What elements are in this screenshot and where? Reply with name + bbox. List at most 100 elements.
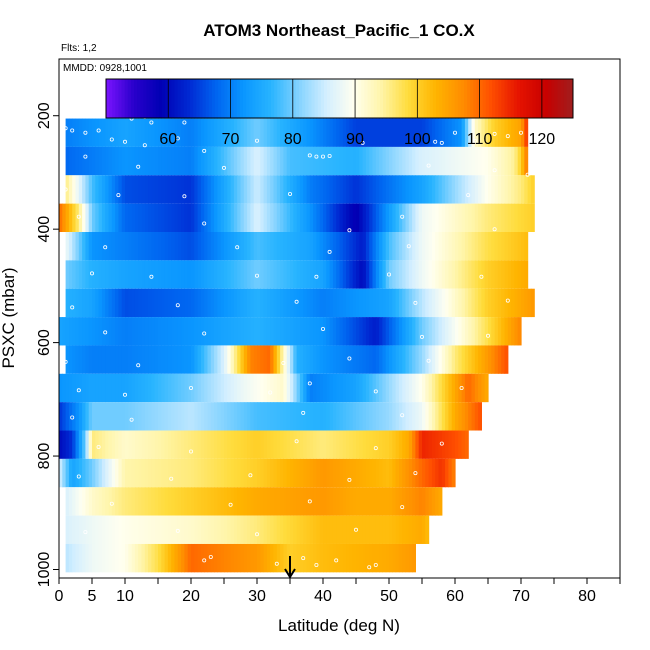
heatmap-cell	[88, 232, 93, 261]
colorbar-cell	[370, 79, 375, 118]
heatmap-cell	[82, 543, 86, 573]
heatmap-cell	[240, 543, 245, 573]
heatmap-cell	[194, 146, 199, 176]
heatmap-cell	[154, 317, 159, 346]
observation-point	[433, 139, 438, 144]
heatmap-cell	[286, 458, 291, 488]
heatmap-cell	[339, 430, 344, 459]
heatmap-cell	[101, 260, 106, 289]
heatmap-cell	[451, 260, 456, 289]
heatmap-cell	[266, 203, 271, 232]
heatmap-cell	[332, 146, 337, 176]
heatmap-cell	[435, 430, 440, 459]
heatmap-cell	[276, 146, 281, 176]
heatmap-cell	[207, 232, 212, 261]
heatmap-cell	[375, 232, 380, 261]
heatmap-cell	[398, 515, 403, 544]
heatmap-cell	[125, 402, 129, 431]
heatmap-cell	[326, 373, 331, 403]
colorbar-cell	[295, 79, 300, 118]
heatmap-cell	[72, 515, 77, 544]
heatmap-cell	[257, 430, 261, 459]
heatmap-cell	[214, 317, 218, 346]
heatmap-cell	[128, 430, 133, 459]
colorbar-cell	[507, 79, 512, 118]
heatmap-cell	[438, 373, 443, 403]
heatmap-cell	[296, 373, 301, 403]
heatmap-cell	[72, 232, 77, 261]
heatmap-cell	[296, 515, 301, 544]
heatmap-cell	[270, 515, 275, 544]
heatmap-cell	[161, 232, 166, 261]
heatmap-cell	[68, 175, 73, 204]
heatmap-cell	[445, 402, 449, 431]
heatmap-cell	[507, 288, 512, 318]
heatmap-cell	[425, 232, 430, 261]
heatmap-cell	[398, 175, 403, 204]
heatmap-cell	[161, 487, 166, 516]
heatmap-cell	[507, 146, 512, 176]
heatmap-cell	[65, 232, 70, 261]
heatmap-cell	[283, 203, 288, 232]
heatmap-cell	[425, 288, 430, 318]
observation-point	[90, 271, 95, 276]
heatmap-cell	[167, 317, 172, 346]
heatmap-cell	[461, 203, 466, 232]
heatmap-cell	[118, 543, 123, 573]
heatmap-cell	[385, 345, 390, 374]
heatmap-cell	[210, 175, 215, 204]
heatmap-cell	[471, 373, 476, 403]
heatmap-cell	[395, 118, 400, 147]
colorbar-cell	[557, 79, 562, 118]
heatmap-cell	[319, 317, 324, 346]
heatmap-cell	[511, 260, 515, 289]
heatmap-cell	[273, 317, 278, 346]
heatmap-cell	[359, 430, 364, 459]
heatmap-cell	[141, 402, 146, 431]
observation-point	[327, 249, 332, 254]
heatmap-cell	[82, 232, 86, 261]
heatmap-cell	[458, 175, 463, 204]
heatmap-cell	[260, 146, 265, 176]
heatmap-cell	[181, 232, 185, 261]
heatmap-cell	[260, 232, 265, 261]
heatmap-cell	[299, 345, 304, 374]
colorbar-cell	[320, 79, 325, 118]
heatmap-cell	[359, 232, 364, 261]
heatmap-cell	[161, 146, 166, 176]
heatmap-cell	[313, 260, 317, 289]
heatmap-cell	[451, 317, 456, 346]
heatmap-cell	[511, 317, 515, 346]
heatmap-cell	[369, 118, 374, 147]
heatmap-cell	[72, 288, 77, 318]
heatmap-cell	[95, 345, 100, 374]
colorbar-cell	[513, 79, 518, 118]
heatmap-cell	[286, 260, 291, 289]
heatmap-cell	[517, 203, 522, 232]
heatmap-cell	[484, 175, 489, 204]
heatmap-cell	[125, 288, 129, 318]
heatmap-cell	[431, 373, 436, 403]
heatmap-cell	[299, 232, 304, 261]
heatmap-cell	[349, 118, 354, 147]
colorbar-cell	[214, 79, 219, 118]
heatmap-cell	[95, 317, 100, 346]
heatmap-cell	[158, 487, 162, 516]
heatmap-cell	[230, 515, 235, 544]
heatmap-cell	[484, 146, 489, 176]
heatmap-cell	[464, 146, 469, 176]
x-tick-label: 70	[512, 588, 530, 605]
heatmap-cell	[227, 430, 232, 459]
heatmap-cell	[204, 317, 209, 346]
heatmap-cell	[369, 317, 374, 346]
heatmap-cell	[349, 260, 354, 289]
colorbar-cell	[495, 79, 499, 118]
heatmap-cell	[224, 402, 228, 431]
y-axis-label: PSXC (mbar)	[0, 267, 18, 368]
heatmap-cell	[365, 288, 370, 318]
heatmap-cell	[501, 203, 506, 232]
heatmap-cell	[412, 146, 416, 176]
heatmap-cell	[227, 402, 232, 431]
heatmap-cell	[339, 203, 344, 232]
heatmap-cell	[131, 146, 136, 176]
